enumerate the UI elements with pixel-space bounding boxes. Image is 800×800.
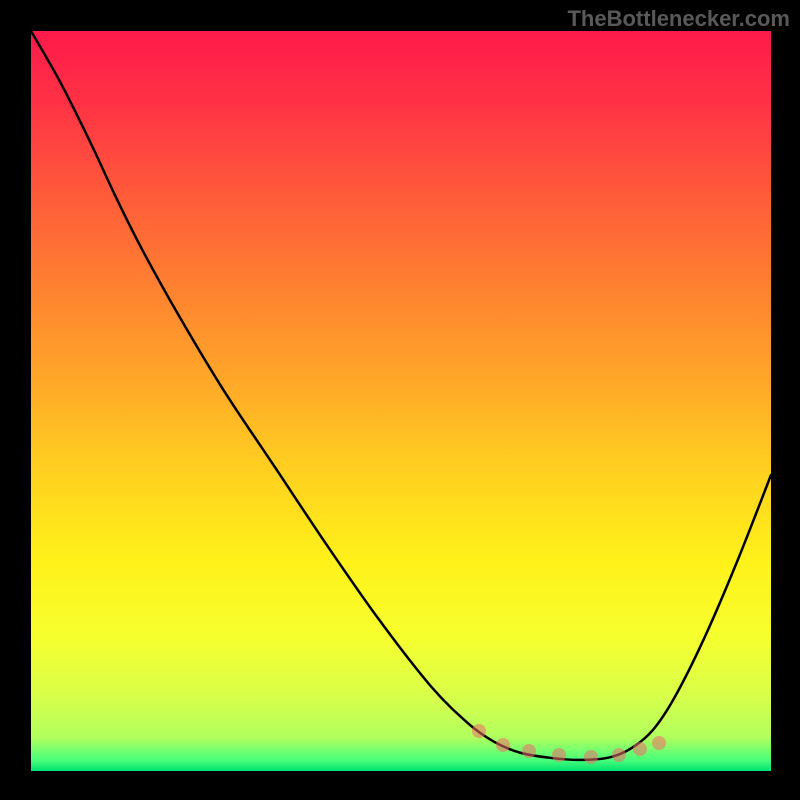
chart-background bbox=[31, 31, 771, 771]
marker-dot bbox=[552, 748, 566, 762]
marker-dot bbox=[584, 750, 598, 764]
marker-dot bbox=[633, 742, 647, 756]
marker-dot bbox=[612, 748, 626, 762]
figure-root: TheBottlenecker.com bbox=[0, 0, 800, 800]
marker-dot bbox=[522, 744, 536, 758]
marker-dot bbox=[472, 724, 486, 738]
watermark-text: TheBottlenecker.com bbox=[567, 6, 790, 32]
marker-dot bbox=[652, 736, 666, 750]
bottleneck-chart bbox=[31, 31, 771, 771]
marker-dot bbox=[496, 738, 510, 752]
